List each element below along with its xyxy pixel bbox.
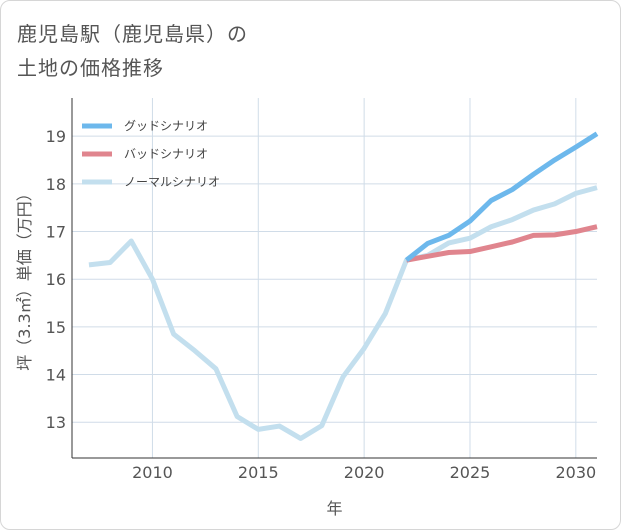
series-line-2	[88, 185, 598, 441]
series-line-1	[406, 224, 598, 263]
y-tick-label: 18	[46, 175, 66, 194]
chart-title-line-1: 鹿児島駅（鹿児島県）の	[17, 22, 248, 46]
legend-label: ノーマルシナリオ	[124, 175, 220, 189]
y-tick-label: 15	[46, 318, 66, 337]
y-tick-label: 13	[46, 413, 66, 432]
x-tick-label: 2015	[238, 463, 279, 482]
y-tick-label: 16	[46, 270, 66, 289]
x-tick-label: 2020	[344, 463, 385, 482]
series-line-0	[404, 131, 599, 263]
x-tick-label: 2010	[132, 463, 173, 482]
y-tick-label: 14	[46, 366, 66, 385]
y-tick-label: 17	[46, 223, 66, 242]
legend-label: グッドシナリオ	[124, 119, 208, 133]
series-lines	[88, 131, 599, 441]
chart-title-line-2: 土地の価格推移	[17, 56, 164, 80]
x-axis-title: 年	[326, 499, 342, 518]
chart-title: 鹿児島駅（鹿児島県）の 土地の価格推移	[17, 17, 248, 85]
grid-lines	[72, 98, 597, 458]
legend-label: バッドシナリオ	[124, 147, 208, 161]
x-tick-label: 2025	[450, 463, 491, 482]
x-tick-label: 2030	[555, 463, 596, 482]
y-axis-title: 坪（3.3㎡）単価（万円）	[15, 185, 34, 370]
y-tick-label: 19	[46, 127, 66, 146]
axes: 13 14 15 16 17 18 19 2010 2015 2020 2025 2030 年 坪（3.3…	[15, 98, 597, 518]
